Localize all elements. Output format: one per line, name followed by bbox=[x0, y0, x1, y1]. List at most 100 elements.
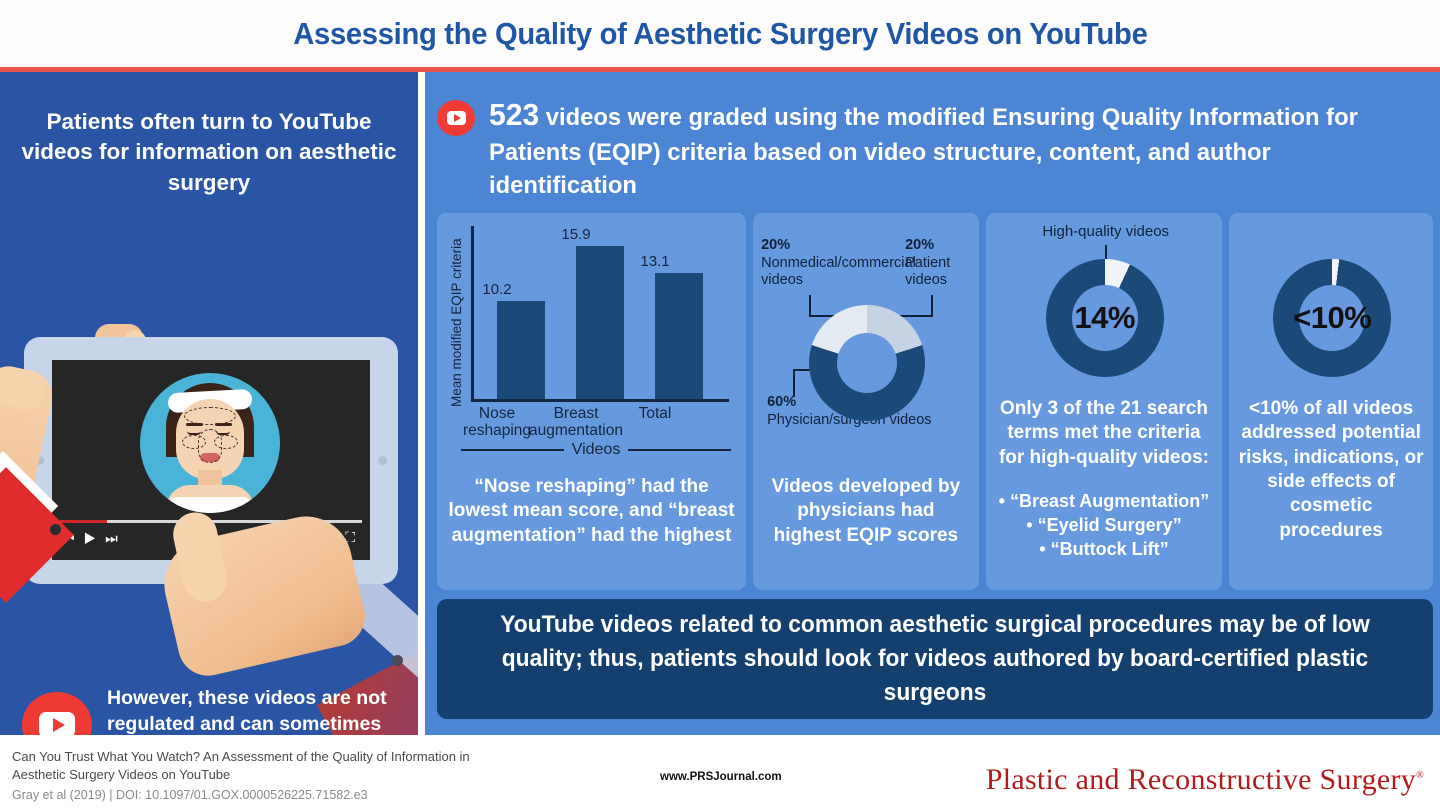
youtube-play-icon bbox=[437, 100, 475, 136]
bar-chart-plot-area bbox=[471, 226, 729, 399]
surgical-marking-cheek-right bbox=[214, 435, 238, 449]
bar-chart-x-axis bbox=[471, 399, 729, 402]
tablet-camera-left bbox=[35, 456, 44, 465]
high-quality-donut-hole: 14% bbox=[1071, 285, 1138, 351]
bar-label-nose-reshaping: Nose reshaping bbox=[462, 405, 532, 440]
video-source-donut-hole bbox=[837, 333, 898, 393]
high-quality-item-2: • “Eyelid Surgery” bbox=[1026, 515, 1182, 535]
video-screen: ⏮▶⏭ ⚙◬⛶ bbox=[52, 360, 370, 560]
card-video-source-donut: 20% Nonmedical/commercial videos 20% Patie… bbox=[753, 213, 979, 590]
bar-chart-x-axis-title-group: Videos bbox=[461, 441, 732, 459]
decorative-dot-right bbox=[392, 655, 403, 666]
high-quality-percent: 14% bbox=[1074, 300, 1135, 335]
bar-total bbox=[655, 273, 703, 399]
text-nonmedical-commercial: Nonmedical/commercial videos bbox=[761, 254, 916, 289]
surgical-marking-cheek-left bbox=[182, 435, 206, 449]
stat-cards-row: Mean modified EQIP criteria 10.2 15.9 13… bbox=[437, 213, 1433, 590]
bar-value-total: 13.1 bbox=[640, 253, 670, 270]
bar-nose-reshaping bbox=[497, 301, 545, 399]
high-quality-caption: Only 3 of the 21 search terms met the cr… bbox=[998, 398, 1209, 468]
footer-bar: Can You Trust What You Watch? An Assessm… bbox=[0, 735, 1440, 810]
high-quality-item-3: • “Buttock Lift” bbox=[1039, 539, 1169, 559]
conclusion-banner: YouTube videos related to common aesthet… bbox=[437, 599, 1433, 719]
citation-title: Can You Trust What You Watch? An Assessm… bbox=[12, 749, 470, 783]
youtube-play-icon-triangle bbox=[453, 114, 461, 122]
header-divider-rule bbox=[0, 67, 1440, 72]
lead-statement-row: 523 videos were graded using the modifie… bbox=[437, 94, 1432, 202]
bar-chart-y-axis-label: Mean modified EQIP criteria bbox=[449, 238, 464, 408]
risk-percent: <10% bbox=[1293, 300, 1372, 335]
lead-statement-body: videos were graded using the modified En… bbox=[489, 104, 1358, 199]
video-progress-filled bbox=[60, 520, 107, 523]
body-area: Patients often turn to YouTube videos fo… bbox=[0, 72, 1440, 735]
leader-line-physician-h bbox=[793, 369, 820, 371]
patient-eye-left bbox=[187, 431, 201, 435]
card-bar-chart: Mean modified EQIP criteria 10.2 15.9 13… bbox=[437, 213, 748, 590]
sidebar-lead-text: Patients often turn to YouTube videos fo… bbox=[21, 109, 397, 195]
bar-chart-caption: “Nose reshaping” had the lowest mean sco… bbox=[448, 476, 735, 546]
video-controls-left[interactable]: ⏮▶⏭ bbox=[62, 530, 127, 546]
sidebar-panel: Patients often turn to YouTube videos fo… bbox=[0, 72, 418, 735]
tablet-illustration: ⏮▶⏭ ⚙◬⛶ bbox=[24, 337, 398, 584]
risk-donut: <10% bbox=[1273, 259, 1392, 377]
x-title-rule-right bbox=[628, 449, 732, 451]
risk-caption: <10% of all videos addressed potential r… bbox=[1238, 398, 1424, 541]
journal-logo: Plastic and Reconstructive Surgery® bbox=[986, 763, 1424, 797]
x-title-rule-left bbox=[461, 449, 564, 451]
leader-line-nonmedical-h bbox=[809, 315, 844, 317]
bar-label-breast-augmentation: Breast augmentation bbox=[529, 405, 623, 440]
label-nonmedical-commercial: 20% Nonmedical/commercial videos bbox=[761, 237, 916, 290]
leader-line-physician-v bbox=[793, 369, 796, 397]
surgical-marking-nose bbox=[198, 429, 222, 463]
text-patient-videos: Patient videos bbox=[905, 254, 951, 289]
value-nonmedical-commercial: 20% bbox=[761, 237, 791, 253]
bar-breast-augmentation bbox=[576, 246, 624, 399]
patient-towel bbox=[170, 497, 250, 513]
youtube-icon bbox=[22, 692, 92, 735]
leader-line-patient-h bbox=[899, 315, 934, 317]
journal-logo-text: Plastic and Reconstructive Surgery bbox=[985, 763, 1417, 796]
value-patient-videos: 20% bbox=[905, 237, 935, 253]
journal-url[interactable]: www.PRSJournal.com bbox=[660, 771, 782, 783]
surgical-marking-forehead bbox=[184, 407, 236, 425]
sidebar-divider bbox=[418, 72, 425, 735]
bar-value-nose-reshaping: 10.2 bbox=[482, 281, 512, 298]
bar-chart-y-axis bbox=[471, 226, 474, 402]
leader-line-nonmedical-v bbox=[809, 295, 812, 317]
high-quality-item-1: • “Breast Augmentation” bbox=[998, 491, 1210, 511]
video-source-donut bbox=[809, 305, 926, 421]
youtube-icon-play-triangle bbox=[52, 718, 65, 732]
youtube-icon-body bbox=[39, 712, 75, 735]
citation-doi: Gray et al (2019) | DOI: 10.1097/01.GOX.… bbox=[12, 787, 368, 802]
patient-eye-right bbox=[216, 431, 230, 435]
leader-line-patient-v bbox=[931, 295, 934, 317]
patient-brow-left bbox=[186, 423, 203, 426]
bar-chart-x-axis-title: Videos bbox=[571, 441, 621, 458]
tablet-camera-right bbox=[378, 456, 387, 465]
high-quality-donut: 14% bbox=[1045, 259, 1164, 377]
video-thumbnail-circle bbox=[140, 373, 280, 513]
risk-donut-hole: <10% bbox=[1293, 285, 1372, 351]
card-high-quality-donut: High-quality videos 14% Only 3 of the 21… bbox=[985, 213, 1223, 590]
lead-statement-text: 523 videos were graded using the modifie… bbox=[489, 94, 1404, 202]
high-quality-videos-title: High-quality videos bbox=[1042, 223, 1170, 240]
youtube-play-icon-body bbox=[446, 111, 466, 125]
donut-caption: Videos developed by physicians had highe… bbox=[771, 476, 961, 546]
citation-block: Can You Trust What You Watch? An Assessm… bbox=[12, 748, 482, 805]
value-physician-surgeon: 60% bbox=[767, 394, 797, 410]
conclusion-text: YouTube videos related to common aesthet… bbox=[500, 610, 1370, 707]
bar-label-total: Total bbox=[638, 405, 672, 422]
bar-chart: Mean modified EQIP criteria 10.2 15.9 13… bbox=[437, 213, 748, 463]
header-bar: Assessing the Quality of Aesthetic Surge… bbox=[0, 0, 1440, 67]
decorative-dot-left bbox=[50, 524, 61, 535]
main-panel: 523 videos were graded using the modifie… bbox=[425, 72, 1440, 735]
lead-video-count: 523 bbox=[489, 97, 540, 132]
card-risk-donut: <10% <10% of all videos addressed potent… bbox=[1229, 213, 1433, 590]
registered-trademark-icon: ® bbox=[1416, 770, 1424, 781]
page-title: Assessing the Quality of Aesthetic Surge… bbox=[292, 15, 1148, 51]
label-patient-videos: 20% Patient videos bbox=[905, 237, 971, 290]
leader-line-high-quality bbox=[1104, 245, 1107, 267]
patient-brow-right bbox=[215, 423, 232, 426]
sidebar-note-text: However, these videos are not regulated … bbox=[107, 687, 387, 735]
